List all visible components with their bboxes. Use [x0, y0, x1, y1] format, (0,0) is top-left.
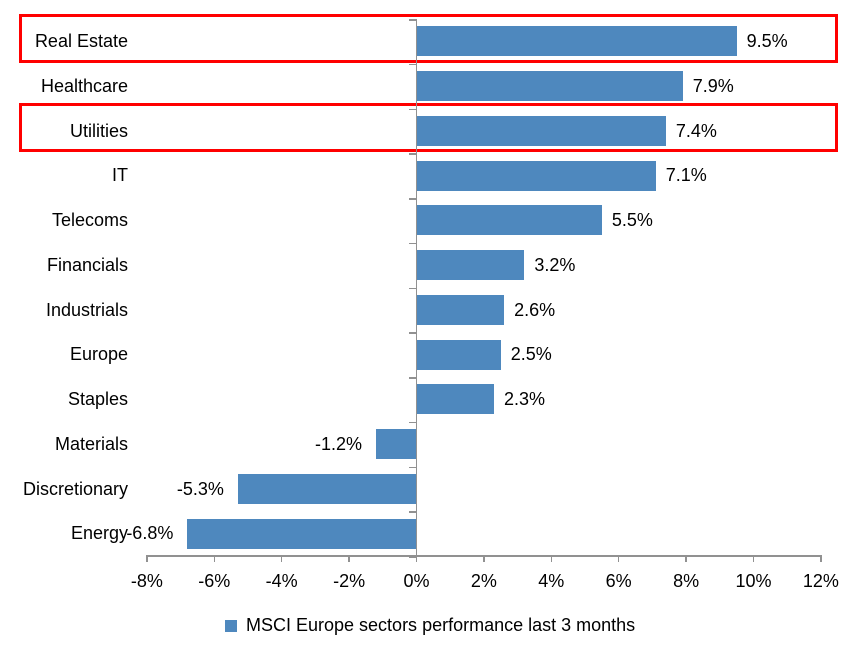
bar — [416, 205, 602, 236]
highlight-box — [19, 13, 838, 63]
x-tick-label: 12% — [802, 571, 839, 591]
value-label: -1.2% — [315, 433, 363, 454]
category-label: Utilities — [69, 120, 128, 141]
bar — [187, 518, 417, 549]
bar — [416, 339, 501, 370]
category-label: Staples — [67, 389, 128, 409]
category-label: Europe — [69, 344, 128, 365]
y-axis-tick — [408, 421, 416, 424]
category-label: Materials — [54, 433, 128, 454]
x-axis-tick — [483, 555, 485, 563]
y-axis-tick — [408, 63, 416, 66]
category-label: IT — [112, 165, 128, 186]
category-label: Real Estate — [34, 31, 128, 51]
category-label: Telecoms — [51, 210, 128, 230]
x-tick-label: 2% — [470, 571, 497, 591]
y-axis-tick — [408, 466, 416, 468]
y-axis-tick — [408, 153, 416, 155]
x-tick-label: 6% — [605, 571, 632, 591]
legend: MSCI Europe sectors performance last 3 m… — [225, 615, 635, 636]
value-label: -6.8% — [126, 523, 174, 544]
bar — [376, 429, 417, 460]
category-label: Healthcare — [40, 75, 128, 96]
value-label: 3.2% — [534, 254, 576, 275]
x-tick-label: 8% — [673, 571, 700, 591]
bar — [416, 294, 505, 325]
x-tick-label: 4% — [538, 571, 565, 591]
x-tick-label: -2% — [333, 571, 366, 591]
y-axis-tick — [408, 556, 416, 558]
bar — [416, 384, 494, 415]
x-axis-tick — [617, 555, 620, 563]
x-axis-tick — [213, 555, 216, 563]
x-tick-label: 0% — [403, 571, 430, 591]
value-label: 7.1% — [665, 165, 707, 186]
bar — [416, 115, 666, 146]
bar — [416, 26, 737, 57]
category-label: Discretionary — [22, 478, 128, 499]
bar — [416, 160, 656, 191]
y-axis-tick — [408, 242, 416, 245]
value-label: 2.6% — [514, 299, 556, 320]
x-tick-label: 10% — [735, 571, 772, 591]
value-label: -5.3% — [176, 478, 224, 499]
value-label: 2.3% — [504, 389, 546, 409]
bar — [416, 71, 683, 102]
highlight-box — [19, 103, 838, 153]
x-tick-label: -4% — [265, 571, 298, 591]
y-axis-line — [415, 19, 418, 556]
bar — [416, 250, 525, 281]
x-axis-tick — [146, 555, 148, 563]
value-label: 5.5% — [611, 210, 653, 230]
y-axis-tick — [408, 332, 416, 334]
x-axis-tick — [820, 555, 822, 563]
x-axis-tick — [550, 555, 553, 563]
y-axis-tick — [408, 511, 416, 513]
value-label: 9.5% — [746, 31, 788, 51]
y-axis-tick — [408, 287, 416, 289]
y-axis-tick — [408, 198, 416, 200]
x-axis-tick — [348, 555, 350, 563]
bar — [237, 473, 417, 504]
y-axis-tick — [408, 377, 416, 379]
legend-label: MSCI Europe sectors performance last 3 m… — [246, 615, 636, 635]
x-tick-label: -8% — [130, 571, 163, 591]
y-axis-tick — [408, 108, 416, 110]
value-label: 7.4% — [675, 120, 717, 141]
category-label: Energy — [70, 523, 128, 544]
value-label: 2.5% — [510, 344, 552, 365]
legend-marker-icon — [225, 619, 237, 632]
x-tick-label: -6% — [198, 571, 231, 591]
y-axis-tick — [408, 19, 416, 21]
category-label: Financials — [46, 254, 128, 275]
category-label: Industrials — [45, 299, 128, 320]
x-axis-tick — [415, 555, 418, 563]
x-axis-tick — [280, 555, 283, 563]
x-axis-tick — [685, 555, 687, 563]
x-axis-tick — [752, 555, 755, 563]
value-label: 7.9% — [692, 75, 734, 96]
